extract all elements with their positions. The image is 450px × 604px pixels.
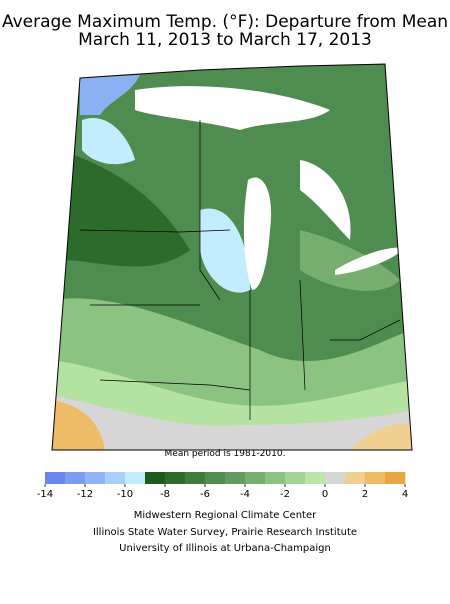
- colorbar-swatch: [125, 472, 146, 484]
- credit: Midwestern Regional Climate Center: [134, 510, 317, 521]
- map: [52, 64, 412, 450]
- tick-label: 2: [362, 489, 368, 500]
- tick-label: -12: [77, 489, 93, 500]
- colorbar-swatch: [265, 472, 286, 484]
- colorbar-swatch: [245, 472, 266, 484]
- tick-label: -10: [117, 489, 133, 500]
- tick-label: -2: [280, 489, 290, 500]
- colorbar-swatch: [145, 472, 166, 484]
- tick-label: 4: [402, 489, 408, 500]
- tick-label: -6: [200, 489, 210, 500]
- credit: University of Illinois at Urbana-Champai…: [119, 543, 331, 554]
- colorbar-swatch: [185, 472, 206, 484]
- colorbar-swatch: [45, 472, 66, 484]
- map-outline: [51, 63, 413, 451]
- colorbar-swatch: [305, 472, 326, 484]
- tick-label: -4: [240, 489, 250, 500]
- title-line: March 11, 2013 to March 17, 2013: [78, 30, 372, 50]
- colorbar-swatch: [365, 472, 386, 484]
- tick-label: -8: [160, 489, 170, 500]
- colorbar-swatch: [65, 472, 86, 484]
- colorbar: -14 -12 -10 -8 -6 -4 -2 0 2 4: [37, 472, 408, 500]
- tick-label: -14: [37, 489, 53, 500]
- colorbar-swatch: [345, 472, 366, 484]
- colorbar-swatch: [325, 472, 346, 484]
- title-line: Average Maximum Temp. (°F): Departure fr…: [2, 12, 448, 32]
- colorbar-swatch: [205, 472, 226, 484]
- colorbar-swatch: [225, 472, 246, 484]
- credit: Illinois State Water Survey, Prairie Res…: [93, 527, 357, 538]
- tick-label: 0: [322, 489, 328, 500]
- colorbar-swatch: [385, 472, 406, 484]
- colorbar-swatch: [85, 472, 106, 484]
- note: Mean period is 1981-2010.: [165, 449, 286, 459]
- colorbar-swatch: [165, 472, 186, 484]
- colorbar-swatch: [285, 472, 306, 484]
- colorbar-swatch: [105, 472, 126, 484]
